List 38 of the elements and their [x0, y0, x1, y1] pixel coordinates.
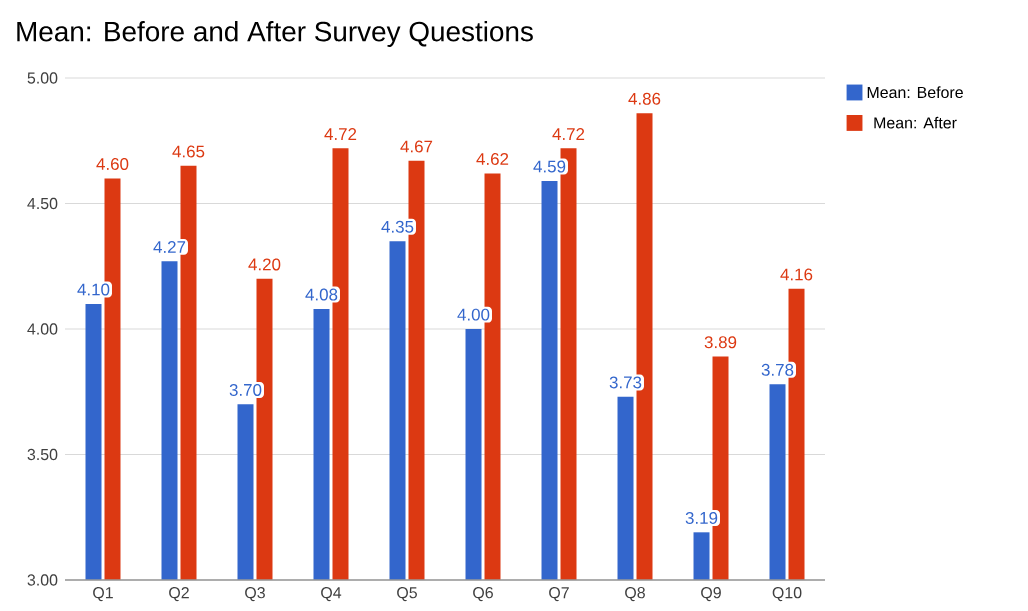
data-label: 3.70: [229, 383, 262, 396]
chart-title: Mean: Before and After Survey Questions: [17, 20, 533, 47]
x-tick-label: Q9: [701, 587, 721, 602]
x-tick-label: Q8: [625, 587, 645, 602]
data-label: 3.73: [609, 376, 642, 389]
x-tick-label: Q3: [245, 587, 265, 602]
legend-label: Mean: Before: [867, 86, 963, 99]
x-tick-label: Q1: [93, 587, 113, 602]
data-label: 4.72: [552, 128, 585, 140]
x-tick-label: Q2: [169, 587, 189, 602]
x-tick-label: Q4: [321, 587, 342, 602]
data-label: 4.65: [172, 145, 205, 158]
legend-label: Mean: After: [874, 116, 957, 129]
y-tick-label: 4.00: [27, 323, 58, 335]
y-tick-label: 3.00: [27, 574, 58, 586]
data-label: 3.78: [761, 363, 794, 376]
data-label: 4.86: [628, 92, 661, 105]
x-tick-label: Q7: [549, 587, 569, 602]
x-tick-label: Q5: [397, 587, 417, 602]
data-label: 3.19: [685, 511, 718, 524]
data-label: 4.60: [96, 158, 129, 171]
data-label: 4.10: [77, 283, 110, 296]
data-label: 4.00: [457, 308, 490, 321]
y-tick-label: 5.00: [27, 72, 58, 84]
data-label: 4.67: [400, 140, 433, 153]
data-label: 4.20: [248, 258, 281, 271]
data-label: 4.27: [153, 241, 186, 253]
y-tick-label: 4.50: [27, 197, 58, 210]
x-tick-label: Q10: [772, 587, 802, 602]
data-label: 4.35: [381, 220, 414, 233]
y-tick-label: 3.50: [27, 448, 58, 461]
data-label: 3.89: [704, 336, 737, 349]
data-label: 4.72: [324, 128, 357, 140]
data-label: 4.16: [780, 268, 813, 281]
data-label: 4.08: [305, 288, 338, 301]
data-label: 4.62: [476, 153, 509, 165]
data-label: 4.59: [533, 160, 566, 173]
x-tick-label: Q6: [473, 587, 493, 602]
